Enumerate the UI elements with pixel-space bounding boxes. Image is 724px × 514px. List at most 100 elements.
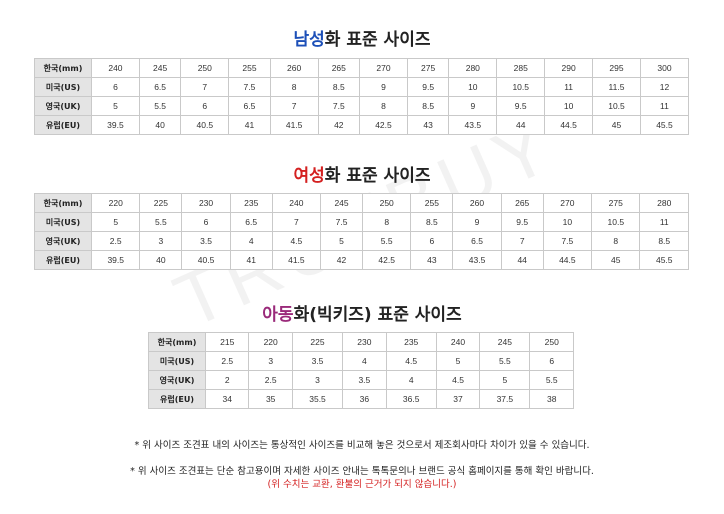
size-cell: 41 <box>229 250 273 270</box>
size-cell: 245 <box>138 58 182 78</box>
size-cell: 6.5 <box>138 77 182 97</box>
size-cell: 10 <box>448 77 498 97</box>
size-cell: 6.5 <box>228 96 271 116</box>
row-label: 한국(mm) <box>34 58 92 78</box>
size-cell: 2.5 <box>90 231 141 251</box>
size-cell: 3.5 <box>291 351 344 371</box>
size-cell: 6 <box>529 351 574 371</box>
size-cell: 3.5 <box>342 370 387 390</box>
size-cell: 5.5 <box>138 96 182 116</box>
size-cell: 12 <box>639 77 690 97</box>
women-size-title: 여성화 표준 사이즈 <box>0 161 724 186</box>
size-cell: 41.5 <box>271 250 322 270</box>
men-size-table: 한국(mm) 240 245 250 255 260 265 270 275 280 285 290 2… <box>34 58 690 135</box>
size-cell: 5 <box>435 351 481 371</box>
size-cell: 265 <box>500 193 544 213</box>
size-cell: 5 <box>320 231 363 251</box>
row-label: 영국(UK) <box>148 370 206 390</box>
size-cell: 6 <box>181 212 231 232</box>
size-cell: 8 <box>361 212 412 232</box>
size-cell: 11 <box>639 212 689 232</box>
size-cell: 225 <box>139 193 183 213</box>
size-row: 한국(mm) 215 220 225 230 235 240 245 250 <box>148 332 574 352</box>
kids-title-highlight: 아동 <box>262 305 294 325</box>
kids-size-table: 한국(mm) 215 220 225 230 235 240 245 250 미국(US) 2.5 3… <box>148 332 574 409</box>
size-cell: 8.5 <box>639 231 689 251</box>
size-cell: 44 <box>496 115 546 135</box>
size-cell: 35 <box>248 389 293 409</box>
size-cell: 250 <box>180 58 230 78</box>
size-cell: 9 <box>452 212 502 232</box>
size-cell: 39.5 <box>90 250 141 270</box>
size-cell: 275 <box>591 193 641 213</box>
size-row: 한국(mm) 240 245 250 255 260 265 270 275 280 285 290 2… <box>34 58 690 78</box>
size-cell: 240 <box>91 58 140 78</box>
size-cell: 36 <box>342 389 387 409</box>
size-cell: 45.5 <box>639 250 689 270</box>
row-label: 영국(UK) <box>34 96 92 116</box>
size-cell: 37 <box>435 389 481 409</box>
size-cell: 8.5 <box>317 77 361 97</box>
size-cell: 4.5 <box>271 231 322 251</box>
size-cell: 43.5 <box>448 115 498 135</box>
size-cell: 5.5 <box>361 231 412 251</box>
row-label: 한국(mm) <box>148 332 206 352</box>
row-label: 유럽(EU) <box>34 115 92 135</box>
row-label: 유럽(EU) <box>34 250 92 270</box>
size-note-2: * 위 사이즈 조견표는 단순 참고용이며 자세한 사이즈 안내는 톡톡문의나 … <box>130 466 594 477</box>
size-cell: 230 <box>342 332 387 352</box>
size-cell: 225 <box>291 332 344 352</box>
size-cell: 45 <box>592 115 641 135</box>
size-cell: 37.5 <box>479 389 531 409</box>
size-cell: 6.5 <box>229 212 273 232</box>
size-cell: 3 <box>291 370 344 390</box>
size-cell: 3 <box>139 231 183 251</box>
size-cell: 235 <box>385 332 437 352</box>
size-cell: 44 <box>500 250 544 270</box>
size-cell: 6 <box>410 231 454 251</box>
row-label: 영국(UK) <box>34 231 92 251</box>
size-cell: 36.5 <box>385 389 437 409</box>
size-cell: 42 <box>317 115 361 135</box>
row-label: 미국(US) <box>148 351 206 371</box>
row-label: 유럽(EU) <box>148 389 206 409</box>
men-title-rest: 화 표준 사이즈 <box>324 30 431 50</box>
size-cell: 5 <box>479 370 531 390</box>
men-title-highlight: 남성 <box>293 30 325 50</box>
size-cell: 7.5 <box>228 77 271 97</box>
size-row: 유럽(EU) 39.5 40 40.5 41 41.5 42 42.5 43 43.5 44 44.5… <box>34 250 689 270</box>
size-cell: 45.5 <box>639 115 690 135</box>
size-cell: 290 <box>544 58 594 78</box>
size-row: 영국(UK) 5 5.5 6 6.5 7 7.5 8 8.5 9 9.5 10 10.5 11 <box>34 96 690 116</box>
size-cell: 40 <box>139 250 183 270</box>
size-cell: 270 <box>359 58 408 78</box>
size-cell: 11 <box>639 96 690 116</box>
size-cell: 270 <box>542 193 593 213</box>
size-cell: 245 <box>320 193 363 213</box>
size-cell: 4 <box>229 231 273 251</box>
size-cell: 41 <box>228 115 271 135</box>
size-cell: 5 <box>90 212 141 232</box>
size-cell: 220 <box>90 193 141 213</box>
size-cell: 4.5 <box>435 370 481 390</box>
size-row: 미국(US) 6 6.5 7 7.5 8 8.5 9 9.5 10 10.5 11 11.5 12 <box>34 77 690 97</box>
size-cell: 2.5 <box>248 370 293 390</box>
row-label: 한국(mm) <box>34 193 92 213</box>
size-cell: 7 <box>500 231 544 251</box>
size-cell: 280 <box>639 193 689 213</box>
size-cell: 6.5 <box>452 231 502 251</box>
size-cell: 260 <box>452 193 502 213</box>
size-cell: 43.5 <box>452 250 502 270</box>
size-cell: 10 <box>544 96 594 116</box>
size-cell: 7.5 <box>542 231 593 251</box>
size-cell: 9.5 <box>406 77 450 97</box>
size-cell: 3.5 <box>181 231 231 251</box>
size-cell: 7 <box>180 77 230 97</box>
size-cell: 8 <box>269 77 319 97</box>
size-cell: 39.5 <box>91 115 140 135</box>
row-label: 미국(US) <box>34 77 92 97</box>
size-cell: 2.5 <box>204 351 250 371</box>
size-cell: 10 <box>542 212 593 232</box>
size-cell: 4 <box>342 351 387 371</box>
kids-title-rest: 화(빅키즈) 표준 사이즈 <box>293 305 462 325</box>
